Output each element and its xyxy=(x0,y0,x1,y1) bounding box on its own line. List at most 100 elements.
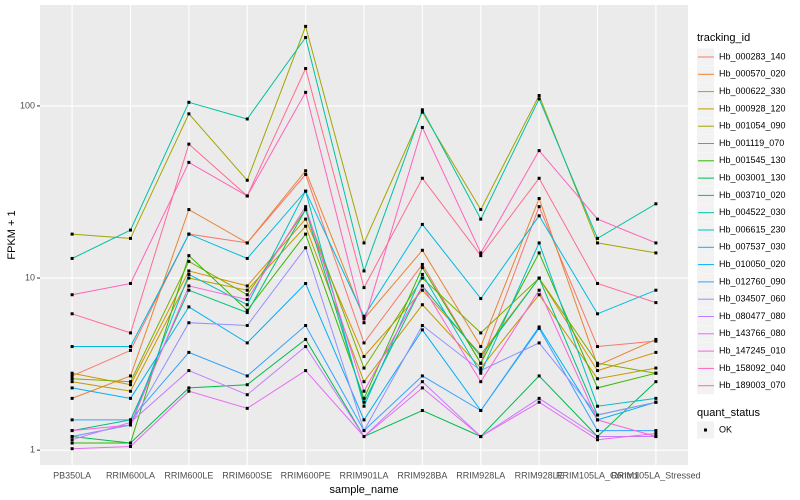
point xyxy=(479,369,483,373)
point xyxy=(70,396,74,400)
point xyxy=(128,345,132,349)
point xyxy=(304,205,308,209)
point xyxy=(596,386,600,390)
x-tick-label: RRIM105LA_Stressed xyxy=(611,470,701,480)
point xyxy=(537,396,541,400)
x-tick-label: PB350LA xyxy=(53,470,91,480)
point xyxy=(128,418,132,422)
point xyxy=(420,374,424,378)
point xyxy=(304,246,308,250)
point xyxy=(128,348,132,352)
point xyxy=(70,293,74,297)
y-tick-label: 100 xyxy=(20,100,35,110)
point xyxy=(537,400,541,404)
point xyxy=(128,441,132,445)
point xyxy=(70,232,74,236)
point xyxy=(420,380,424,384)
x-tick-label: RRIM901LA xyxy=(339,470,388,480)
point xyxy=(596,236,600,240)
point xyxy=(304,324,308,328)
point xyxy=(596,345,600,349)
point xyxy=(479,345,483,349)
legend-label: Hb_001545_130 xyxy=(719,155,786,165)
point xyxy=(362,355,366,359)
point xyxy=(245,311,249,315)
point xyxy=(304,369,308,373)
point xyxy=(128,281,132,285)
point xyxy=(596,413,600,417)
legend-label: Hb_080477_080 xyxy=(719,311,786,321)
point xyxy=(596,241,600,245)
point xyxy=(362,429,366,433)
point xyxy=(420,386,424,390)
point xyxy=(304,224,308,228)
point xyxy=(654,301,658,305)
point xyxy=(70,429,74,433)
point xyxy=(70,386,74,390)
point xyxy=(537,196,541,200)
x-axis-title: sample_name xyxy=(329,484,398,496)
point xyxy=(479,355,483,359)
point xyxy=(654,288,658,292)
point xyxy=(537,97,541,101)
point xyxy=(70,438,74,442)
legend-label: Hb_143766_080 xyxy=(719,328,786,338)
point xyxy=(654,371,658,375)
point xyxy=(362,404,366,408)
legend-label: Hb_000928_120 xyxy=(719,103,786,113)
point xyxy=(304,169,308,173)
point xyxy=(304,337,308,341)
point xyxy=(596,361,600,365)
x-tick-label: RRIM600LA xyxy=(106,470,155,480)
point xyxy=(537,374,541,378)
point xyxy=(596,377,600,381)
point xyxy=(537,149,541,153)
x-tick-label: RRIM928LA xyxy=(456,470,505,480)
point xyxy=(128,420,132,424)
x-tick-label: RRIM105LA_Control xyxy=(556,470,639,480)
point xyxy=(596,217,600,221)
legend-label: Hb_000622_330 xyxy=(719,86,786,96)
point xyxy=(187,389,191,393)
x-tick-label: RRIM928LE xyxy=(515,470,564,480)
point xyxy=(187,100,191,104)
point xyxy=(537,341,541,345)
point xyxy=(187,369,191,373)
point xyxy=(304,90,308,94)
legend-label: Hb_189003_070 xyxy=(719,380,786,390)
legend-label: Hb_003001_130 xyxy=(719,172,786,182)
point xyxy=(245,303,249,307)
point xyxy=(479,297,483,301)
point xyxy=(187,269,191,273)
point xyxy=(479,366,483,370)
point xyxy=(245,284,249,288)
point xyxy=(420,328,424,332)
point xyxy=(654,251,658,255)
point xyxy=(479,435,483,439)
point xyxy=(420,272,424,276)
point xyxy=(362,317,366,321)
point xyxy=(304,189,308,193)
point xyxy=(537,94,541,98)
point xyxy=(245,393,249,397)
legend-label: Hb_012760_090 xyxy=(719,276,786,286)
point xyxy=(596,404,600,408)
point xyxy=(245,293,249,297)
point xyxy=(654,339,658,343)
point xyxy=(479,254,483,258)
point xyxy=(187,259,191,263)
y-tick-label: 10 xyxy=(25,272,35,282)
point xyxy=(362,341,366,345)
point xyxy=(596,429,600,433)
point xyxy=(245,324,249,328)
point xyxy=(187,232,191,236)
point xyxy=(304,172,308,176)
point xyxy=(70,447,74,451)
point xyxy=(187,112,191,116)
point xyxy=(245,241,249,245)
point xyxy=(128,445,132,449)
point xyxy=(187,305,191,309)
point xyxy=(187,321,191,325)
point xyxy=(537,176,541,180)
legend-shape xyxy=(704,428,707,432)
